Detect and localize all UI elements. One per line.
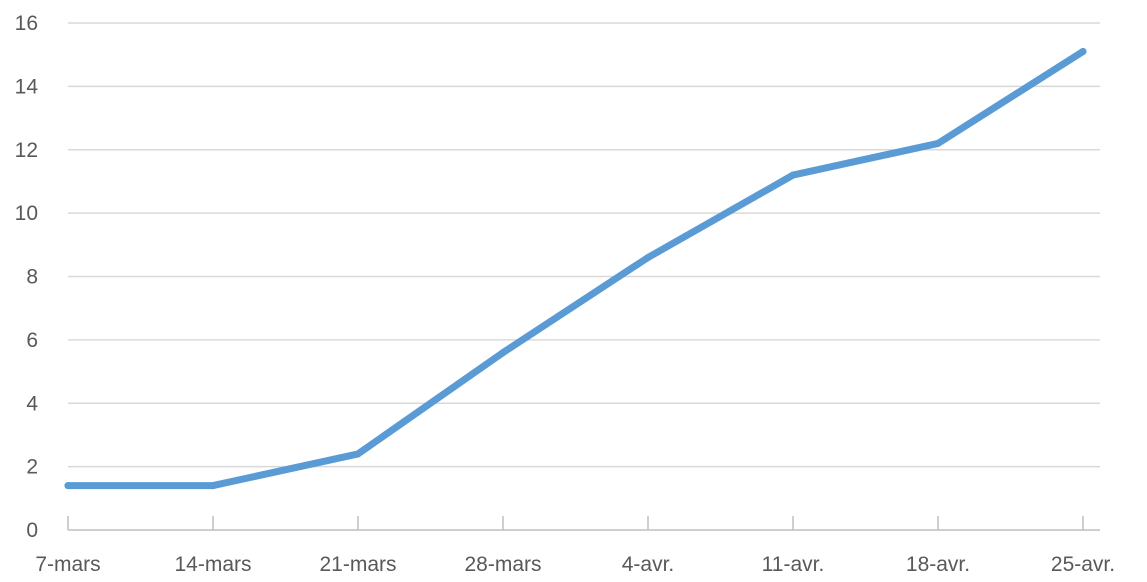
series-layer	[64, 48, 1087, 490]
y-tick-label: 0	[26, 519, 38, 542]
gridlines	[68, 22, 1100, 468]
x-tick-label: 14-mars	[174, 553, 251, 576]
data-point	[499, 349, 507, 357]
x-tick-label: 18-avr.	[906, 553, 970, 576]
y-tick-label: 8	[26, 266, 38, 289]
y-tick-label: 16	[15, 12, 38, 35]
y-tick-label: 4	[26, 392, 38, 415]
x-tick-label: 11-avr.	[762, 553, 825, 576]
y-tick-label: 12	[15, 139, 38, 162]
data-point	[209, 482, 217, 490]
y-tick-label: 14	[15, 75, 39, 98]
y-tick-label: 10	[15, 202, 38, 225]
data-point	[789, 171, 797, 179]
data-point	[64, 482, 72, 490]
x-tick-label: 25-avr.	[1051, 553, 1115, 576]
data-point	[644, 253, 652, 261]
x-tick-label: 7-mars	[35, 553, 100, 576]
data-point	[354, 450, 362, 458]
x-tick-label: 4-avr.	[622, 553, 675, 576]
x-axis: 7-mars 14-mars 21-mars 28-mars 4-avr. 11-avr.…	[35, 516, 1115, 576]
y-tick-label: 6	[26, 329, 38, 352]
series-line	[64, 48, 1087, 490]
y-axis: 0 2 4 6 8 10 12 14 16	[15, 12, 39, 542]
data-point	[934, 139, 942, 147]
data-point	[1079, 48, 1087, 56]
x-tick-label: 21-mars	[319, 553, 396, 576]
x-tick-label: 28-mars	[464, 553, 541, 576]
y-tick-label: 2	[26, 456, 38, 479]
